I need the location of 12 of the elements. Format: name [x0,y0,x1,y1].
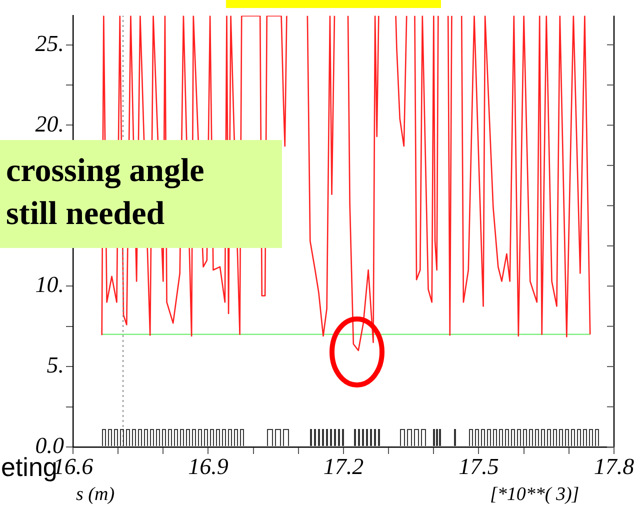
y-tick-label: 20. [35,111,64,136]
x-axis-title: s (m) [76,484,115,506]
x-tick-label: 17.5 [458,454,499,479]
y-tick-label: 25. [35,30,64,56]
x-tick-label: 17.8 [594,454,635,479]
y-tick-label: 0.0 [35,433,64,458]
y-tick-label: 10. [35,272,64,298]
text: [*10**( 3)] [490,484,580,506]
annotation: crossing angle still needed [0,140,282,248]
y-tick-label: 5. [46,352,64,378]
x-tick-label: 17.2 [323,454,364,479]
x-tick-label: 16.9 [188,454,229,479]
